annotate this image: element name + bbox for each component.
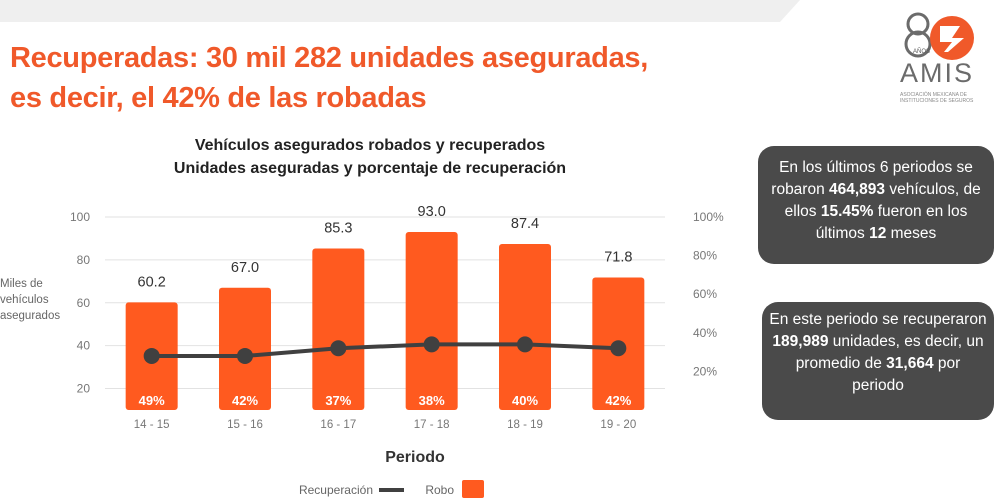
headline-line-1: Recuperadas: 30 mil 282 unidades asegura… <box>10 42 648 74</box>
y-tick-label: 40 <box>77 339 91 353</box>
top-bar <box>0 0 780 22</box>
legend-recuperacion-label: Recuperación <box>299 483 373 497</box>
recovery-point <box>237 347 253 364</box>
y-axis-label: Miles de vehículos asegurados <box>0 276 60 324</box>
logo-anos: AÑOS <box>913 49 931 55</box>
x-tick-label: 17 - 18 <box>414 419 450 431</box>
recovery-point <box>143 347 160 364</box>
recovery-point <box>423 336 440 353</box>
y-axis-label-line-3: asegurados <box>0 310 61 322</box>
x-axis-title: Periodo <box>385 449 445 466</box>
recovery-line <box>151 342 619 358</box>
x-tick-label: 19 - 20 <box>600 419 636 431</box>
y-tick-label: 60 <box>77 296 91 310</box>
logo-name: AMIS <box>900 58 975 88</box>
bar-value-label: 93.0 <box>418 204 446 220</box>
recovery-pct-label: 38% <box>419 393 445 408</box>
bar <box>499 244 551 410</box>
y-tick-label: 20 <box>77 382 91 396</box>
bar <box>312 248 365 410</box>
recovery-point <box>517 336 533 353</box>
y2-tick-label: 100% <box>693 210 724 224</box>
recovery-point <box>330 340 347 357</box>
callout-recovered-summary: En este periodo se recuperaron 189,989 u… <box>762 302 994 420</box>
y-axis-label-line-2: vehículos <box>0 294 49 306</box>
logo-subtitle-line-1: ASOCIACIÓN MEXICANA DE <box>900 92 967 98</box>
chart-title: Vehículos asegurados robados y recuperad… <box>194 137 546 154</box>
y-tick-label: 100 <box>70 210 90 224</box>
callout-1-text-1: En los últimos 6 periodos se robaron <box>771 159 973 198</box>
x-tick-label: 14 - 15 <box>134 419 170 431</box>
y2-tick-label: 40% <box>693 326 717 340</box>
callout-1-bold-1: 464,893 <box>829 181 886 198</box>
recovery-pct-label: 42% <box>605 393 631 408</box>
page-headline: Recuperadas: 30 mil 282 unidades asegura… <box>10 38 648 118</box>
callout-2-text-2: unidades, es decir, un promedio de <box>795 333 984 372</box>
x-tick-label: 16 - 17 <box>320 419 356 431</box>
logo-subtitle-line-2: INSTITUCIONES DE SEGUROS <box>900 98 974 104</box>
callout-2-bold-1: 189,989 <box>772 333 829 350</box>
callout-2-bold-2: 31,664 <box>886 355 934 372</box>
bar-value-label: 60.2 <box>138 274 166 290</box>
callout-2-text-3: por periodo <box>852 355 961 394</box>
legend-robo-label: Robo <box>425 483 454 497</box>
recovery-pct-label: 49% <box>139 393 165 408</box>
bar-value-label: 85.3 <box>324 221 352 237</box>
bar-value-label: 71.8 <box>604 249 632 265</box>
callout-1-bold-2: 15.45% <box>820 203 874 220</box>
y2-tick-label: 60% <box>693 287 717 301</box>
recovery-pct-label: 40% <box>512 393 538 408</box>
logo-subtitle: ASOCIACIÓN MEXICANA DE INSTITUCIONES DE … <box>900 92 990 104</box>
amis-logo-icon <box>904 12 974 60</box>
y-axis-label-line-1: Miles de <box>0 278 43 290</box>
callout-stolen-summary: En los últimos 6 periodos se robaron 464… <box>758 146 994 264</box>
bar-value-label: 87.4 <box>511 216 539 232</box>
recovery-point <box>610 340 627 357</box>
callout-1-bold-3: 12 <box>869 225 887 242</box>
bar <box>405 232 458 410</box>
callout-1-text-4: meses <box>886 225 937 242</box>
bar-value-label: 67.0 <box>231 260 259 276</box>
y2-tick-label: 20% <box>693 364 717 378</box>
chart-subtitle: Unidades aseguradas y porcentaje de recu… <box>173 160 567 177</box>
chart-title-block: Vehículos asegurados robados y recuperad… <box>90 134 650 180</box>
callout-2-text-1: En este periodo se recuperaron <box>769 311 987 328</box>
x-tick-label: 15 - 16 <box>227 419 263 431</box>
y-tick-label: 80 <box>77 253 91 267</box>
x-tick-label: 18 - 19 <box>507 419 543 431</box>
recovery-pct-label: 37% <box>325 393 351 408</box>
callout-1-text-3: fueron en los últimos <box>815 203 968 242</box>
headline-line-2: es decir, el 42% de las robadas <box>10 82 427 114</box>
callout-1-text-2: vehículos, de ellos <box>784 181 981 220</box>
legend-robo-swatch <box>462 480 484 498</box>
recovery-pct-label: 42% <box>232 393 258 408</box>
y2-tick-label: 80% <box>693 249 717 263</box>
